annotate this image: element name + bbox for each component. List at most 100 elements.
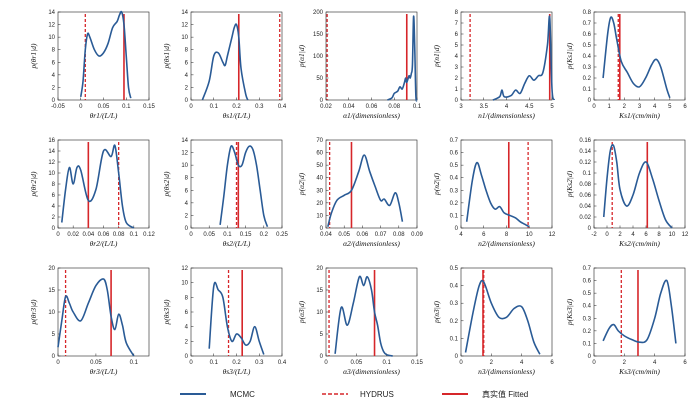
y-tick-label: 4 [52, 73, 56, 79]
x-tick-label: 3.5 [480, 104, 489, 110]
y-tick-label: 4 [455, 54, 459, 60]
legend: MCMC HYDRUS 真实值 Fitted [180, 389, 528, 399]
subplot-12: 0 0.1 0.2 0.3 0.4 0 2 4 6 8 10 12 θs3/(L/L) p(θs3|d) [162, 266, 287, 376]
y-tick-label: 50 [316, 76, 323, 82]
y-tick-label: 10 [48, 310, 55, 316]
axes-frame [593, 267, 686, 357]
x-tick-label: 0.02 [67, 232, 79, 238]
y-tick-label: 0.4 [583, 304, 592, 310]
x-tick-label: 0.3 [255, 104, 264, 110]
x-tick-label: 0.06 [98, 232, 110, 238]
y-tick-label: 0.12 [579, 160, 591, 166]
y-tick-label: 0 [52, 226, 56, 232]
y-tick-label: 0.1 [583, 87, 592, 93]
y-axis-label: p(θs3|d) [162, 299, 171, 325]
x-tick-label: 0.15 [411, 360, 423, 366]
y-tick-label: 0.8 [583, 10, 592, 16]
y-tick-label: 0.5 [450, 163, 459, 169]
y-axis-label: p(Ks3|d) [565, 298, 574, 326]
y-tick-label: 0.4 [450, 176, 459, 182]
x-tick-label: 0.06 [357, 232, 369, 238]
x-tick-label: 0.08 [393, 232, 405, 238]
y-tick-label: 6 [52, 60, 56, 66]
y-tick-label: 100 [313, 54, 324, 60]
y-tick-label: 20 [48, 266, 55, 272]
y-tick-label: 6 [185, 60, 189, 66]
x-tick-label: 5 [550, 104, 554, 110]
y-tick-label: 20 [316, 266, 323, 272]
subplot-4: 3 3.5 4 4.5 5 0 1 2 3 4 5 6 7 8 n1/(dimensionless) p(n1… [432, 10, 556, 120]
y-tick-label: 0.3 [450, 301, 459, 307]
x-tick-label: 0.1 [210, 360, 219, 366]
subplot-6: 0 0.02 0.04 0.06 0.08 0.1 0.12 0 2 4 6 8 10 12 14 16 θr2… [29, 138, 155, 248]
x-tick-label: 0.05 [90, 360, 102, 366]
y-tick-label: 3 [455, 65, 459, 71]
y-tick-label: 10 [48, 171, 55, 177]
y-tick-label: 1 [455, 87, 459, 93]
x-tick-label: 0.08 [113, 232, 125, 238]
x-tick-label: 6 [683, 104, 687, 110]
x-tick-label: 2 [618, 232, 622, 238]
y-tick-label: 2 [185, 85, 189, 91]
x-tick-label: 0.1 [382, 360, 391, 366]
y-tick-label: 5 [320, 332, 324, 338]
y-tick-label: 8 [185, 295, 189, 301]
x-tick-label: 0.05 [338, 232, 350, 238]
y-tick-label: 30 [316, 188, 323, 194]
y-tick-label: 4 [185, 73, 189, 79]
x-tick-label: 0.4 [278, 104, 287, 110]
y-tick-label: 2 [185, 339, 189, 345]
x-tick-label: 0.1 [130, 360, 139, 366]
y-tick-label: 2 [52, 215, 56, 221]
x-tick-label: 1 [607, 104, 611, 110]
x-tick-label: 0.09 [411, 232, 423, 238]
legend-mcmc-label: MCMC [230, 390, 255, 399]
axes-frame [460, 11, 553, 101]
y-tick-label: 0.16 [579, 138, 591, 144]
y-tick-label: 0 [320, 226, 324, 232]
y-tick-label: 0.4 [583, 54, 592, 60]
y-tick-label: 15 [316, 288, 323, 294]
x-tick-label: 0.04 [320, 232, 332, 238]
y-tick-label: 200 [313, 10, 324, 16]
y-tick-label: 12 [48, 160, 55, 166]
y-tick-label: 8 [185, 48, 189, 54]
x-axis-label: α1/(dimensionless) [343, 111, 400, 120]
x-tick-label: 0.02 [320, 104, 332, 110]
y-tick-label: 8 [52, 182, 56, 188]
x-tick-label: 0.1 [122, 104, 131, 110]
y-tick-label: 0.08 [579, 182, 591, 188]
x-tick-label: 3 [638, 104, 642, 110]
y-tick-label: 0.5 [450, 266, 459, 272]
y-tick-label: 0.4 [450, 284, 459, 290]
y-tick-label: 10 [48, 35, 55, 41]
subplot-14: 0 2 4 6 0 0.1 0.2 0.3 0.4 0.5 n3/(dimensionless) p(… [432, 266, 554, 376]
x-tick-label: 4 [505, 104, 509, 110]
axes-frame [325, 139, 418, 229]
y-tick-label: 0.1 [583, 171, 592, 177]
x-tick-label: 0 [189, 104, 193, 110]
y-axis-label: p(n1|d) [432, 44, 441, 68]
x-tick-label: 10 [526, 232, 533, 238]
y-tick-label: 2 [455, 76, 459, 82]
subplot-1: -0.05 0 0.05 0.1 0.1502468101214θr1/(L/L)p(θ… [29, 10, 155, 120]
y-axis-label: p(θr1|d) [29, 43, 38, 69]
x-axis-label: Ks2/(cm/min) [618, 239, 660, 248]
x-tick-label: 0 [459, 360, 463, 366]
x-tick-label: 0.04 [82, 232, 94, 238]
y-tick-label: 0.5 [583, 291, 592, 297]
x-tick-label: 0.3 [255, 360, 264, 366]
y-axis-label: p(α2|d) [297, 172, 306, 196]
x-tick-label: 6 [644, 232, 648, 238]
y-tick-label: 5 [455, 43, 459, 49]
y-tick-label: 0.3 [450, 188, 459, 194]
y-tick-label: 0.02 [579, 215, 591, 221]
y-tick-label: 0 [52, 354, 56, 360]
x-tick-label: 4 [653, 360, 657, 366]
y-axis-label: p(α3|d) [297, 300, 306, 324]
y-tick-label: 0.06 [579, 193, 591, 199]
y-tick-label: 15 [48, 288, 55, 294]
mcmc-density-curve [208, 281, 265, 355]
axes-frame [190, 267, 283, 357]
x-axis-label: θr3/(L/L) [90, 367, 118, 376]
